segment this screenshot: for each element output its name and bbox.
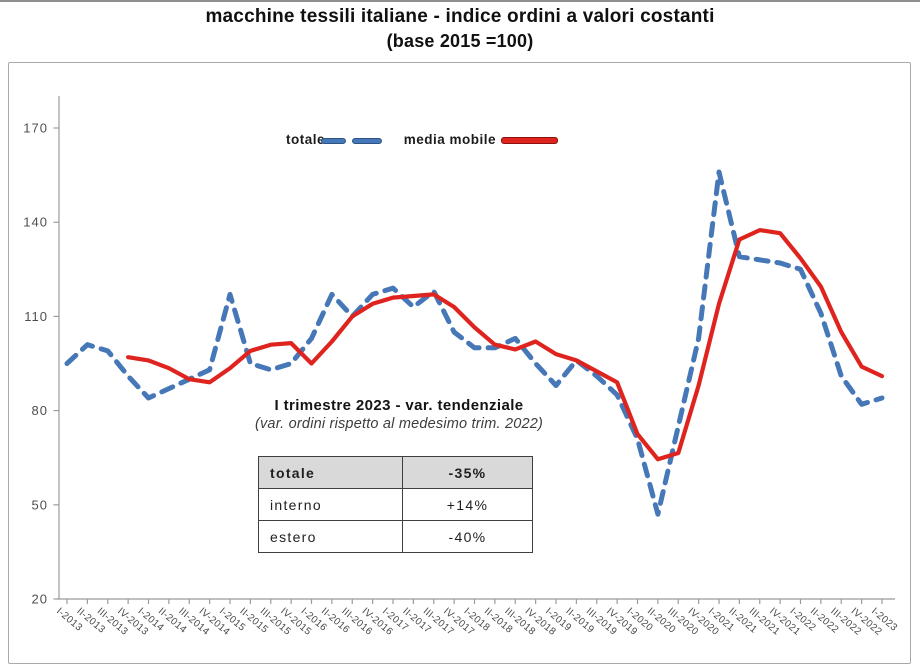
line-chart: 205080110140170I-2013II-2013III-2013IV-2…: [23, 96, 899, 638]
chart-title-line1: macchine tessili italiane - indice ordin…: [205, 6, 715, 27]
table-header-row: totale -35%: [258, 456, 533, 489]
y-axis-tick-label: 50: [32, 497, 48, 512]
table-cell-estero-value: -40%: [402, 520, 533, 553]
annotation-block: I trimestre 2023 - var. tendenziale (var…: [209, 396, 589, 434]
legend-swatch-totale-dash-icon: [321, 138, 346, 144]
y-axis-tick-label: 80: [32, 403, 48, 418]
annotation-title: I trimestre 2023 - var. tendenziale: [274, 397, 524, 414]
series-media-mobile-line: [125, 228, 885, 462]
variation-table: totale -35% interno +14% estero -40%: [258, 456, 533, 553]
chart-container: 20 50 80 110 140 170 I-2013 II-2013 III-2013 IV-2…: [8, 62, 911, 664]
table-row-estero: estero -40%: [258, 520, 533, 553]
y-axis-tick-label: 110: [24, 309, 48, 324]
table-cell-interno-value: +14%: [402, 488, 533, 521]
page-top-border: [0, 0, 920, 2]
legend-label-totale: totale: [285, 132, 325, 147]
table-row-interno: interno +14%: [258, 488, 533, 521]
annotation-subtitle: (var. ordini rispetto al medesimo trim. …: [254, 416, 544, 432]
table-cell-totale-value: -35%: [402, 456, 533, 489]
y-axis-tick-label: 20: [32, 592, 48, 607]
table-cell-interno-label: interno: [258, 488, 403, 521]
table-cell-estero-label: estero: [258, 520, 403, 553]
y-axis-tick-label: 140: [23, 215, 48, 230]
chart-title-line2: (base 2015 =100): [386, 31, 534, 51]
table-cell-totale-label: totale: [258, 456, 403, 489]
series-totale-line: [64, 169, 885, 517]
legend-swatch-totale-dash-icon: [352, 138, 382, 144]
chart-title: macchine tessili italiane - indice ordin…: [0, 5, 920, 53]
legend-swatch-media-mobile-icon: [501, 137, 558, 144]
legend-label-media-mobile: media mobile: [403, 132, 496, 147]
y-axis-tick-label: 170: [23, 121, 48, 136]
